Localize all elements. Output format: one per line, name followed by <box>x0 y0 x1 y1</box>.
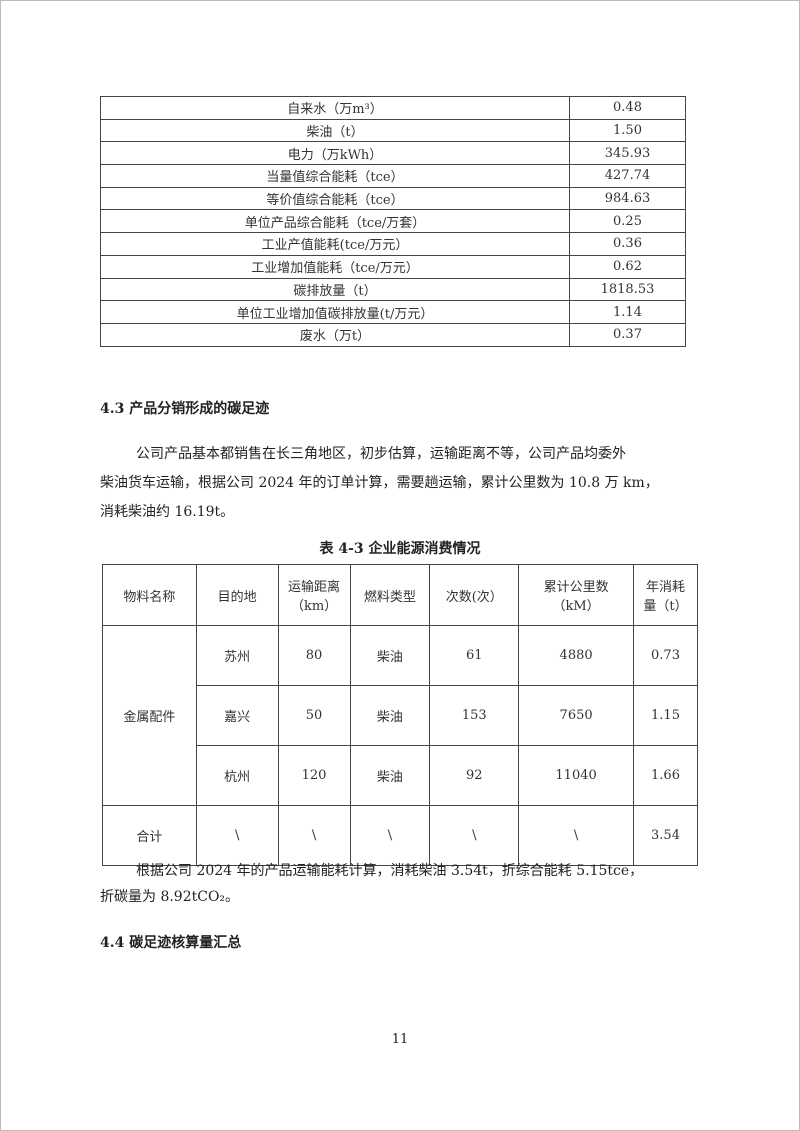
item-cell: 单位产品综合能耗（tce/万套） <box>100 209 570 234</box>
section-heading-4-4: 4.4 碳足迹核算量汇总 <box>100 935 242 951</box>
data-cell: 柴油 <box>349 745 431 806</box>
header-cell: 物料名称 <box>102 564 197 626</box>
value-cell: 0.36 <box>569 232 686 256</box>
table-caption: 表 4-3 企业能源消费情况 <box>319 541 481 557</box>
table-row: 电力（万kWh） 345.93 <box>100 141 686 166</box>
section-heading-4-3: 4.3 产品分销形成的碳足迹 <box>100 401 270 417</box>
data-cell: 11040 <box>518 745 634 806</box>
energy-summary-table: 自来水（万m³） 0.48 柴油（t） 1.50 电力（万kWh） 345.93 当量值综合… <box>100 96 686 347</box>
item-cell: 柴油（t） <box>100 118 570 143</box>
transport-summary-paragraph: 根据公司 2024 年的产品运输能耗计算，消耗柴油 3.54t，折综合能耗 5.… <box>100 858 700 910</box>
value-cell: 0.37 <box>569 322 686 347</box>
table-row: 嘉兴 50 柴油 153 7650 1.15 <box>103 685 698 746</box>
table-row: 金属配件 苏州 80 柴油 61 4880 0.73 <box>102 625 698 806</box>
item-cell: 自来水（万m³） <box>100 96 570 120</box>
total-cell: \ <box>518 805 634 866</box>
value-cell: 0.62 <box>569 254 686 279</box>
header-cell: 目的地 <box>195 564 279 626</box>
data-cell: 120 <box>277 745 351 806</box>
item-cell: 单位工业增加值碳排放量(t/万元） <box>100 300 570 324</box>
table-row: 杭州 120 柴油 92 11040 1.66 <box>103 745 698 806</box>
table-row: 碳排放量（t） 1818.53 <box>100 277 686 302</box>
material-cell: 金属配件 <box>102 625 197 806</box>
data-cell: 嘉兴 <box>195 685 279 746</box>
transport-energy-table: 物料名称 目的地 运输距离（km） 燃料类型 次数(次） 累计公里数（kM） 年消耗量（t）… <box>102 564 698 866</box>
value-cell: 984.63 <box>569 186 686 211</box>
total-cell: \ <box>429 805 520 866</box>
table-row: 单位工业增加值碳排放量(t/万元） 1.14 <box>100 300 686 324</box>
header-cell: 燃料类型 <box>349 564 431 626</box>
total-cell: \ <box>349 805 431 866</box>
header-cell: 累计公里数（kM） <box>518 564 634 626</box>
table-row: 废水（万t） 0.37 <box>100 322 686 347</box>
data-cell: 92 <box>429 745 520 806</box>
data-cell: 1.15 <box>633 685 698 746</box>
data-cell: 苏州 <box>195 625 279 686</box>
item-cell: 废水（万t） <box>100 322 570 347</box>
data-cell: 50 <box>277 685 351 746</box>
data-cell: 7650 <box>518 685 634 746</box>
table-header-row: 物料名称 目的地 运输距离（km） 燃料类型 次数(次） 累计公里数（kM） 年消耗量（t） <box>102 564 698 626</box>
data-cell: 0.73 <box>633 625 698 686</box>
paragraph-line: 折碳量为 8.92tCO₂。 <box>100 889 240 905</box>
paragraph-line: 公司产品基本都销售在长三角地区，初步估算，运输距离不等，公司产品均委外 <box>136 446 626 462</box>
data-cell: 153 <box>429 685 520 746</box>
value-cell: 345.93 <box>569 141 686 166</box>
page-number: 11 <box>391 1032 409 1047</box>
data-cell: 柴油 <box>349 685 431 746</box>
header-cell: 次数(次） <box>429 564 520 626</box>
value-cell: 1818.53 <box>569 277 686 302</box>
total-cell: 3.54 <box>633 805 698 866</box>
data-cell: 80 <box>277 625 351 686</box>
table-row: 柴油（t） 1.50 <box>100 118 686 143</box>
data-cell: 1.66 <box>633 745 698 806</box>
table-row: 自来水（万m³） 0.48 <box>100 96 686 120</box>
item-cell: 当量值综合能耗（tce） <box>100 164 570 188</box>
paragraph-line: 消耗柴油约 16.19t。 <box>100 504 235 520</box>
section-4-3-paragraph: 公司产品基本都销售在长三角地区，初步估算，运输距离不等，公司产品均委外 柴油货车… <box>100 440 700 527</box>
value-cell: 0.25 <box>569 209 686 234</box>
item-cell: 电力（万kWh） <box>100 141 570 166</box>
table-row: 当量值综合能耗（tce） 427.74 <box>100 164 686 188</box>
header-cell: 年消耗量（t） <box>633 564 698 626</box>
total-cell: 合计 <box>102 805 197 866</box>
item-cell: 碳排放量（t） <box>100 277 570 302</box>
table-row: 单位产品综合能耗（tce/万套） 0.25 <box>100 209 686 234</box>
table-row: 等价值综合能耗（tce） 984.63 <box>100 186 686 211</box>
table-row: 工业产值能耗(tce/万元） 0.36 <box>100 232 686 256</box>
header-cell: 运输距离（km） <box>277 564 351 626</box>
paragraph-line: 柴油货车运输，根据公司 2024 年的订单计算，需要趟运输，累计公里数为 10.… <box>100 475 659 491</box>
item-cell: 工业产值能耗(tce/万元） <box>100 232 570 256</box>
value-cell: 1.14 <box>569 300 686 324</box>
total-cell: \ <box>195 805 279 866</box>
item-cell: 工业增加值能耗（tce/万元） <box>100 254 570 279</box>
total-row: 合计 \ \ \ \ \ 3.54 <box>102 805 698 866</box>
item-cell: 等价值综合能耗（tce） <box>100 186 570 211</box>
paragraph-line: 根据公司 2024 年的产品运输能耗计算，消耗柴油 3.54t，折综合能耗 5.… <box>136 863 644 879</box>
value-cell: 1.50 <box>569 118 686 143</box>
data-cell: 柴油 <box>349 625 431 686</box>
data-cell: 4880 <box>518 625 634 686</box>
value-cell: 427.74 <box>569 164 686 188</box>
data-cell: 杭州 <box>195 745 279 806</box>
total-cell: \ <box>277 805 351 866</box>
value-cell: 0.48 <box>569 96 686 120</box>
table-row: 工业增加值能耗（tce/万元） 0.62 <box>100 254 686 279</box>
data-cell: 61 <box>429 625 520 686</box>
